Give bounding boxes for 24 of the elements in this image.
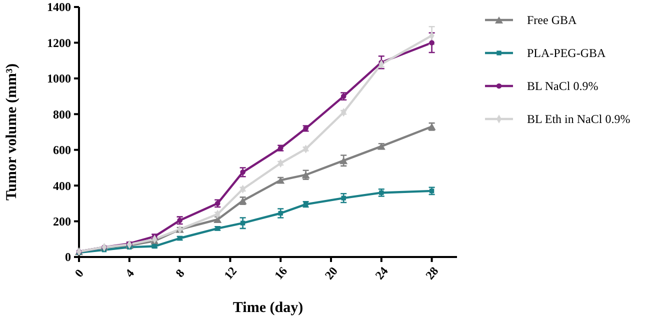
x-tick-label: 24 (372, 264, 391, 282)
y-tick-label: 1000 (47, 72, 71, 86)
y-tick-label: 400 (53, 178, 71, 193)
legend-label: BL Eth in NaCl 0.9% (527, 112, 630, 126)
x-tick-label: 12 (221, 264, 240, 282)
x-tick-label: 0 (72, 266, 86, 280)
legend-label: PLA-PEG-GBA (527, 46, 606, 60)
point (240, 220, 246, 226)
x-tick-label: 16 (272, 264, 290, 282)
y-tick-label: 200 (53, 214, 71, 228)
x-axis-title: Time (day) (232, 300, 304, 316)
y-tick-label: 0 (65, 250, 71, 264)
y-tick-label: 1200 (47, 36, 71, 50)
y-axis-title: Tumor volume (mm³) (4, 64, 20, 200)
x-tick-label: 8 (172, 266, 188, 280)
point (340, 157, 348, 164)
x-tick-label: 4 (122, 266, 137, 280)
y-tick-label: 800 (53, 107, 71, 122)
x-tick-label: 20 (322, 264, 340, 282)
x-tick-label: 28 (422, 264, 442, 282)
legend-label: Free GBA (527, 13, 577, 28)
y-tick-label: 600 (53, 143, 71, 158)
y-tick-label: 1400 (47, 0, 71, 14)
legend-label: BL NaCl 0.9% (527, 79, 598, 94)
